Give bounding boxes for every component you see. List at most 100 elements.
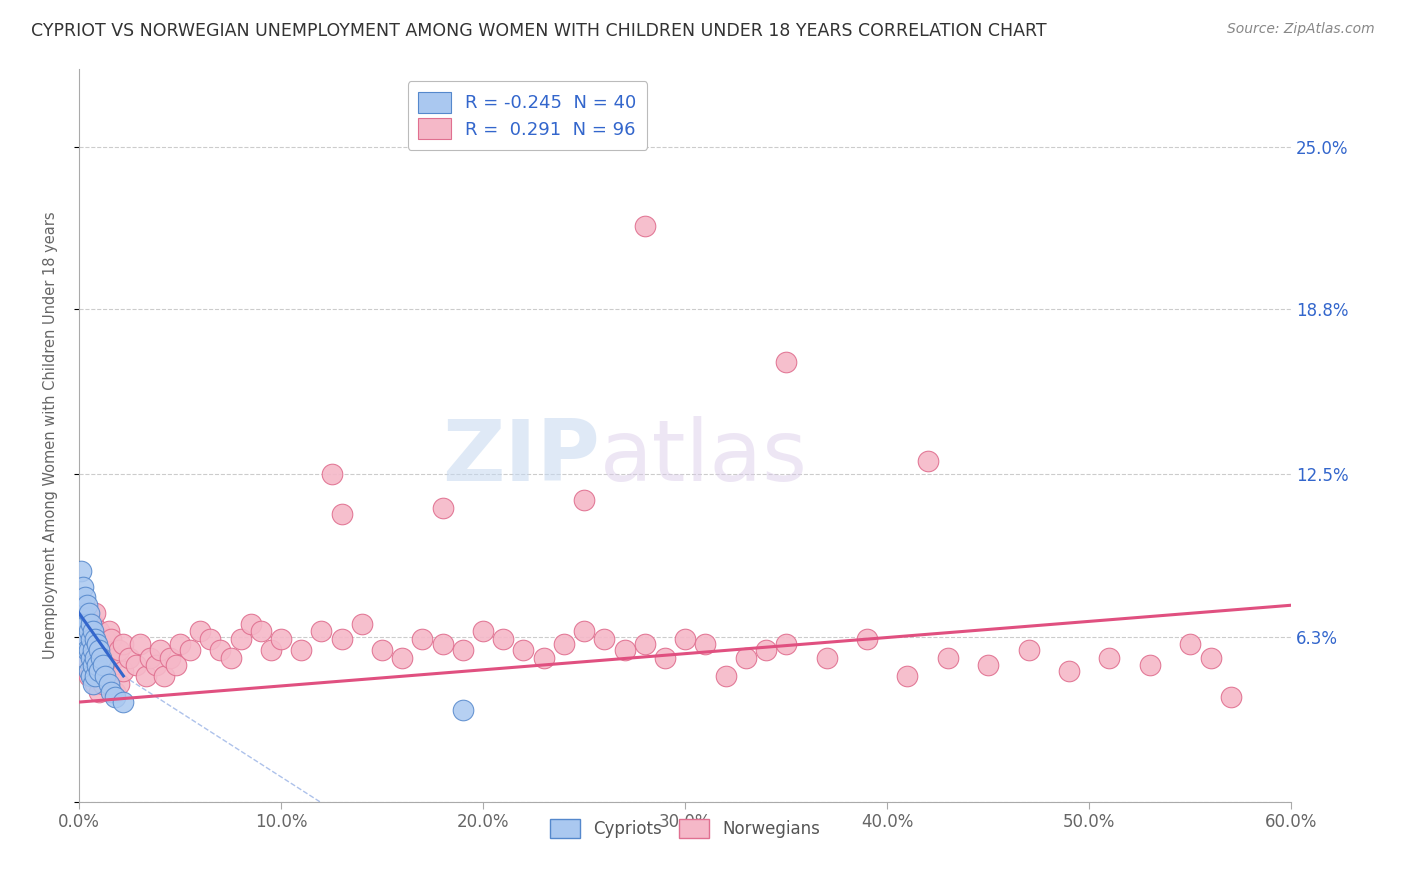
Norwegians xyxy=(98,624,121,639)
Cypriots xyxy=(76,598,98,612)
Norwegians xyxy=(1180,638,1202,652)
Norwegians xyxy=(239,616,262,631)
Norwegians xyxy=(856,632,879,647)
Cypriots xyxy=(80,669,103,683)
Norwegians xyxy=(391,650,413,665)
Cypriots xyxy=(72,580,94,594)
Norwegians xyxy=(200,632,222,647)
Norwegians xyxy=(1098,650,1121,665)
Norwegians xyxy=(169,638,191,652)
Norwegians xyxy=(104,650,127,665)
Cypriots xyxy=(84,669,107,683)
Norwegians xyxy=(451,642,474,657)
Norwegians xyxy=(321,467,343,482)
Norwegians xyxy=(82,658,104,673)
Cypriots xyxy=(82,677,104,691)
Cypriots xyxy=(76,642,98,657)
Norwegians xyxy=(179,642,201,657)
Norwegians xyxy=(149,642,172,657)
Norwegians xyxy=(90,658,112,673)
Cypriots xyxy=(86,658,108,673)
Cypriots xyxy=(77,664,100,678)
Cypriots xyxy=(70,598,93,612)
Norwegians xyxy=(80,624,103,639)
Norwegians xyxy=(492,632,515,647)
Norwegians xyxy=(654,650,676,665)
Text: atlas: atlas xyxy=(600,416,808,499)
Cypriots xyxy=(72,638,94,652)
Norwegians xyxy=(755,642,778,657)
Norwegians xyxy=(82,616,104,631)
Cypriots xyxy=(82,658,104,673)
Cypriots xyxy=(89,642,111,657)
Norwegians xyxy=(89,624,111,639)
Cypriots xyxy=(112,695,135,709)
Norwegians xyxy=(104,684,127,698)
Norwegians xyxy=(124,658,146,673)
Norwegians xyxy=(311,624,333,639)
Cypriots xyxy=(77,606,100,620)
Cypriots xyxy=(84,650,107,665)
Norwegians xyxy=(634,219,657,233)
Norwegians xyxy=(86,669,108,683)
Norwegians xyxy=(138,650,160,665)
Norwegians xyxy=(593,632,616,647)
Norwegians xyxy=(86,642,108,657)
Norwegians xyxy=(229,632,252,647)
Cypriots xyxy=(91,658,114,673)
Norwegians xyxy=(219,650,242,665)
Text: Source: ZipAtlas.com: Source: ZipAtlas.com xyxy=(1227,22,1375,37)
Norwegians xyxy=(290,642,312,657)
Norwegians xyxy=(815,650,838,665)
Norwegians xyxy=(330,507,353,521)
Norwegians xyxy=(371,642,394,657)
Norwegians xyxy=(572,624,595,639)
Text: ZIP: ZIP xyxy=(443,416,600,499)
Cypriots xyxy=(76,616,98,631)
Cypriots xyxy=(86,638,108,652)
Norwegians xyxy=(73,632,96,647)
Norwegians xyxy=(100,669,122,683)
Norwegians xyxy=(209,642,232,657)
Norwegians xyxy=(188,624,211,639)
Norwegians xyxy=(613,642,636,657)
Cypriots xyxy=(73,650,96,665)
Norwegians xyxy=(350,616,373,631)
Norwegians xyxy=(98,664,121,678)
Norwegians xyxy=(432,638,454,652)
Norwegians xyxy=(472,624,495,639)
Cypriots xyxy=(90,650,112,665)
Norwegians xyxy=(695,638,717,652)
Norwegians xyxy=(145,658,167,673)
Norwegians xyxy=(977,658,1000,673)
Norwegians xyxy=(94,669,117,683)
Norwegians xyxy=(135,669,157,683)
Norwegians xyxy=(165,658,187,673)
Cypriots xyxy=(89,664,111,678)
Norwegians xyxy=(100,632,122,647)
Norwegians xyxy=(91,677,114,691)
Norwegians xyxy=(1018,642,1040,657)
Norwegians xyxy=(96,650,118,665)
Norwegians xyxy=(153,669,176,683)
Norwegians xyxy=(112,664,135,678)
Norwegians xyxy=(512,642,534,657)
Norwegians xyxy=(673,632,696,647)
Norwegians xyxy=(84,606,107,620)
Norwegians xyxy=(553,638,575,652)
Norwegians xyxy=(84,677,107,691)
Y-axis label: Unemployment Among Women with Children Under 18 years: Unemployment Among Women with Children U… xyxy=(44,211,58,659)
Norwegians xyxy=(1057,664,1080,678)
Norwegians xyxy=(330,632,353,647)
Cypriots xyxy=(451,703,474,717)
Cypriots xyxy=(72,606,94,620)
Norwegians xyxy=(533,650,555,665)
Norwegians xyxy=(108,677,131,691)
Legend: Cypriots, Norwegians: Cypriots, Norwegians xyxy=(544,812,827,845)
Norwegians xyxy=(775,355,797,369)
Norwegians xyxy=(896,669,918,683)
Norwegians xyxy=(80,664,103,678)
Norwegians xyxy=(572,493,595,508)
Cypriots xyxy=(100,684,122,698)
Cypriots xyxy=(80,616,103,631)
